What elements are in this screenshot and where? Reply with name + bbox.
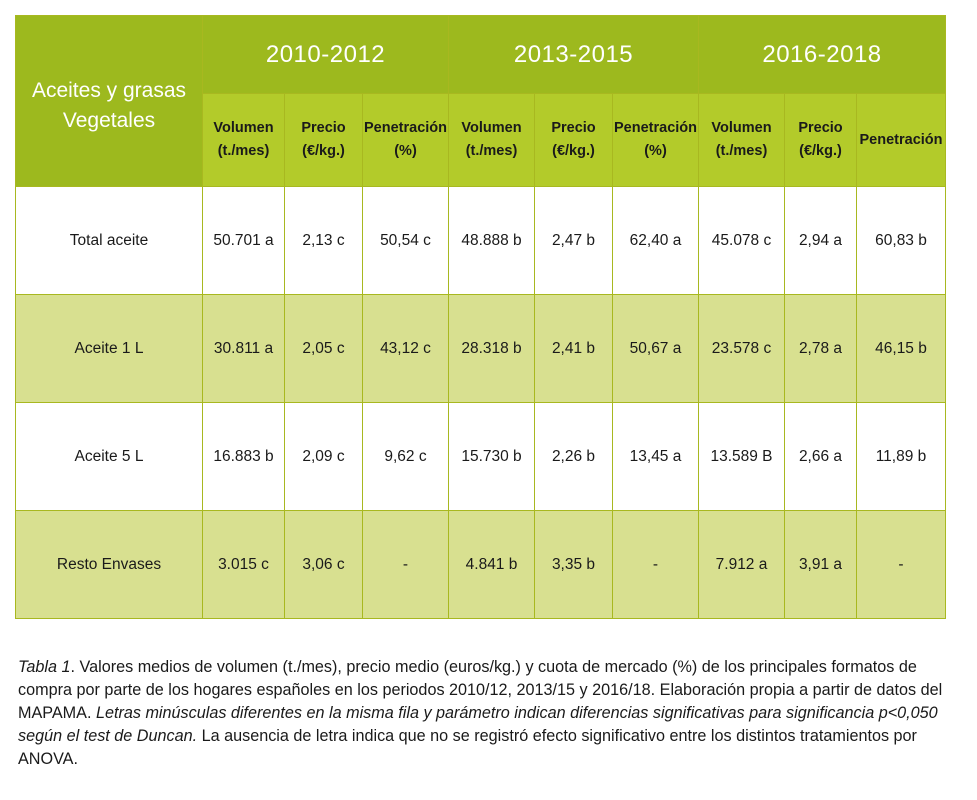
- table-cell: 15.730 b: [448, 402, 535, 511]
- table-cell: 2,09 c: [284, 402, 363, 511]
- table-cell: 2,26 b: [534, 402, 613, 511]
- table-cell: 13.589 B: [698, 402, 785, 511]
- table-cell: 3,91 a: [784, 510, 857, 619]
- table-cell: 50,54 c: [362, 186, 449, 295]
- table-row: Resto Envases 3.015 c 3,06 c - 4.841 b 3…: [15, 510, 946, 619]
- subheader-penetracion: Penetración: [856, 93, 946, 187]
- table-cell: -: [362, 510, 449, 619]
- caption-lead: Tabla 1: [18, 658, 71, 676]
- table-cell: -: [612, 510, 699, 619]
- caption-note: Letras minúsculas diferentes en la misma…: [18, 704, 938, 745]
- table-cell: 48.888 b: [448, 186, 535, 295]
- period-header-2010-2012: 2010-2012: [202, 15, 449, 94]
- table-cell: 43,12 c: [362, 294, 449, 403]
- data-table: Aceites y grasas Vegetales 2010-2012 201…: [15, 15, 946, 619]
- table-cell: 3,35 b: [534, 510, 613, 619]
- table-cell: 7.912 a: [698, 510, 785, 619]
- table-cell: 11,89 b: [856, 402, 946, 511]
- row-label: Resto Envases: [15, 510, 203, 619]
- table-cell: 13,45 a: [612, 402, 699, 511]
- table-cell: 23.578 c: [698, 294, 785, 403]
- subheader-penetracion: Penetración (%): [362, 93, 449, 187]
- table-row: Aceite 1 L 30.811 a 2,05 c 43,12 c 28.31…: [15, 294, 946, 403]
- table-row: Aceite 5 L 16.883 b 2,09 c 9,62 c 15.730…: [15, 402, 946, 511]
- table-cell: 2,78 a: [784, 294, 857, 403]
- table-cell: 45.078 c: [698, 186, 785, 295]
- table-cell: 50,67 a: [612, 294, 699, 403]
- subheader-volumen: Volumen (t./mes): [202, 93, 285, 187]
- table-cell: 60,83 b: [856, 186, 946, 295]
- subheader-volumen: Volumen (t./mes): [698, 93, 785, 187]
- subheader-volumen: Volumen (t./mes): [448, 93, 535, 187]
- table-cell: 16.883 b: [202, 402, 285, 511]
- caption-text: . Valores medios de volumen (t./mes), pr…: [18, 658, 943, 722]
- table-row: Total aceite 50.701 a 2,13 c 50,54 c 48.…: [15, 186, 946, 295]
- row-label: Aceite 1 L: [15, 294, 203, 403]
- table-cell: 50.701 a: [202, 186, 285, 295]
- caption-text-end: La ausencia de letra indica que no se re…: [18, 727, 917, 768]
- table-cell: 46,15 b: [856, 294, 946, 403]
- corner-header: Aceites y grasas Vegetales: [15, 15, 203, 187]
- table-cell: 2,05 c: [284, 294, 363, 403]
- row-label: Total aceite: [15, 186, 203, 295]
- row-label: Aceite 5 L: [15, 402, 203, 511]
- subheader-penetracion: Penetración (%): [612, 93, 699, 187]
- period-header-2013-2015: 2013-2015: [448, 15, 699, 94]
- table-cell: 62,40 a: [612, 186, 699, 295]
- table-cell: 28.318 b: [448, 294, 535, 403]
- table-cell: 2,47 b: [534, 186, 613, 295]
- subheader-precio: Precio (€/kg.): [784, 93, 857, 187]
- data-table-container: Aceites y grasas Vegetales 2010-2012 201…: [15, 15, 946, 619]
- table-cell: 2,13 c: [284, 186, 363, 295]
- table-cell: 30.811 a: [202, 294, 285, 403]
- period-header-2016-2018: 2016-2018: [698, 15, 946, 94]
- table-cell: 2,94 a: [784, 186, 857, 295]
- table-cell: -: [856, 510, 946, 619]
- table-caption: Tabla 1. Valores medios de volumen (t./m…: [18, 656, 963, 771]
- subheader-precio: Precio (€/kg.): [534, 93, 613, 187]
- subheader-precio: Precio (€/kg.): [284, 93, 363, 187]
- table-cell: 2,66 a: [784, 402, 857, 511]
- table-cell: 3.015 c: [202, 510, 285, 619]
- table-cell: 9,62 c: [362, 402, 449, 511]
- table-cell: 3,06 c: [284, 510, 363, 619]
- table-cell: 4.841 b: [448, 510, 535, 619]
- table-cell: 2,41 b: [534, 294, 613, 403]
